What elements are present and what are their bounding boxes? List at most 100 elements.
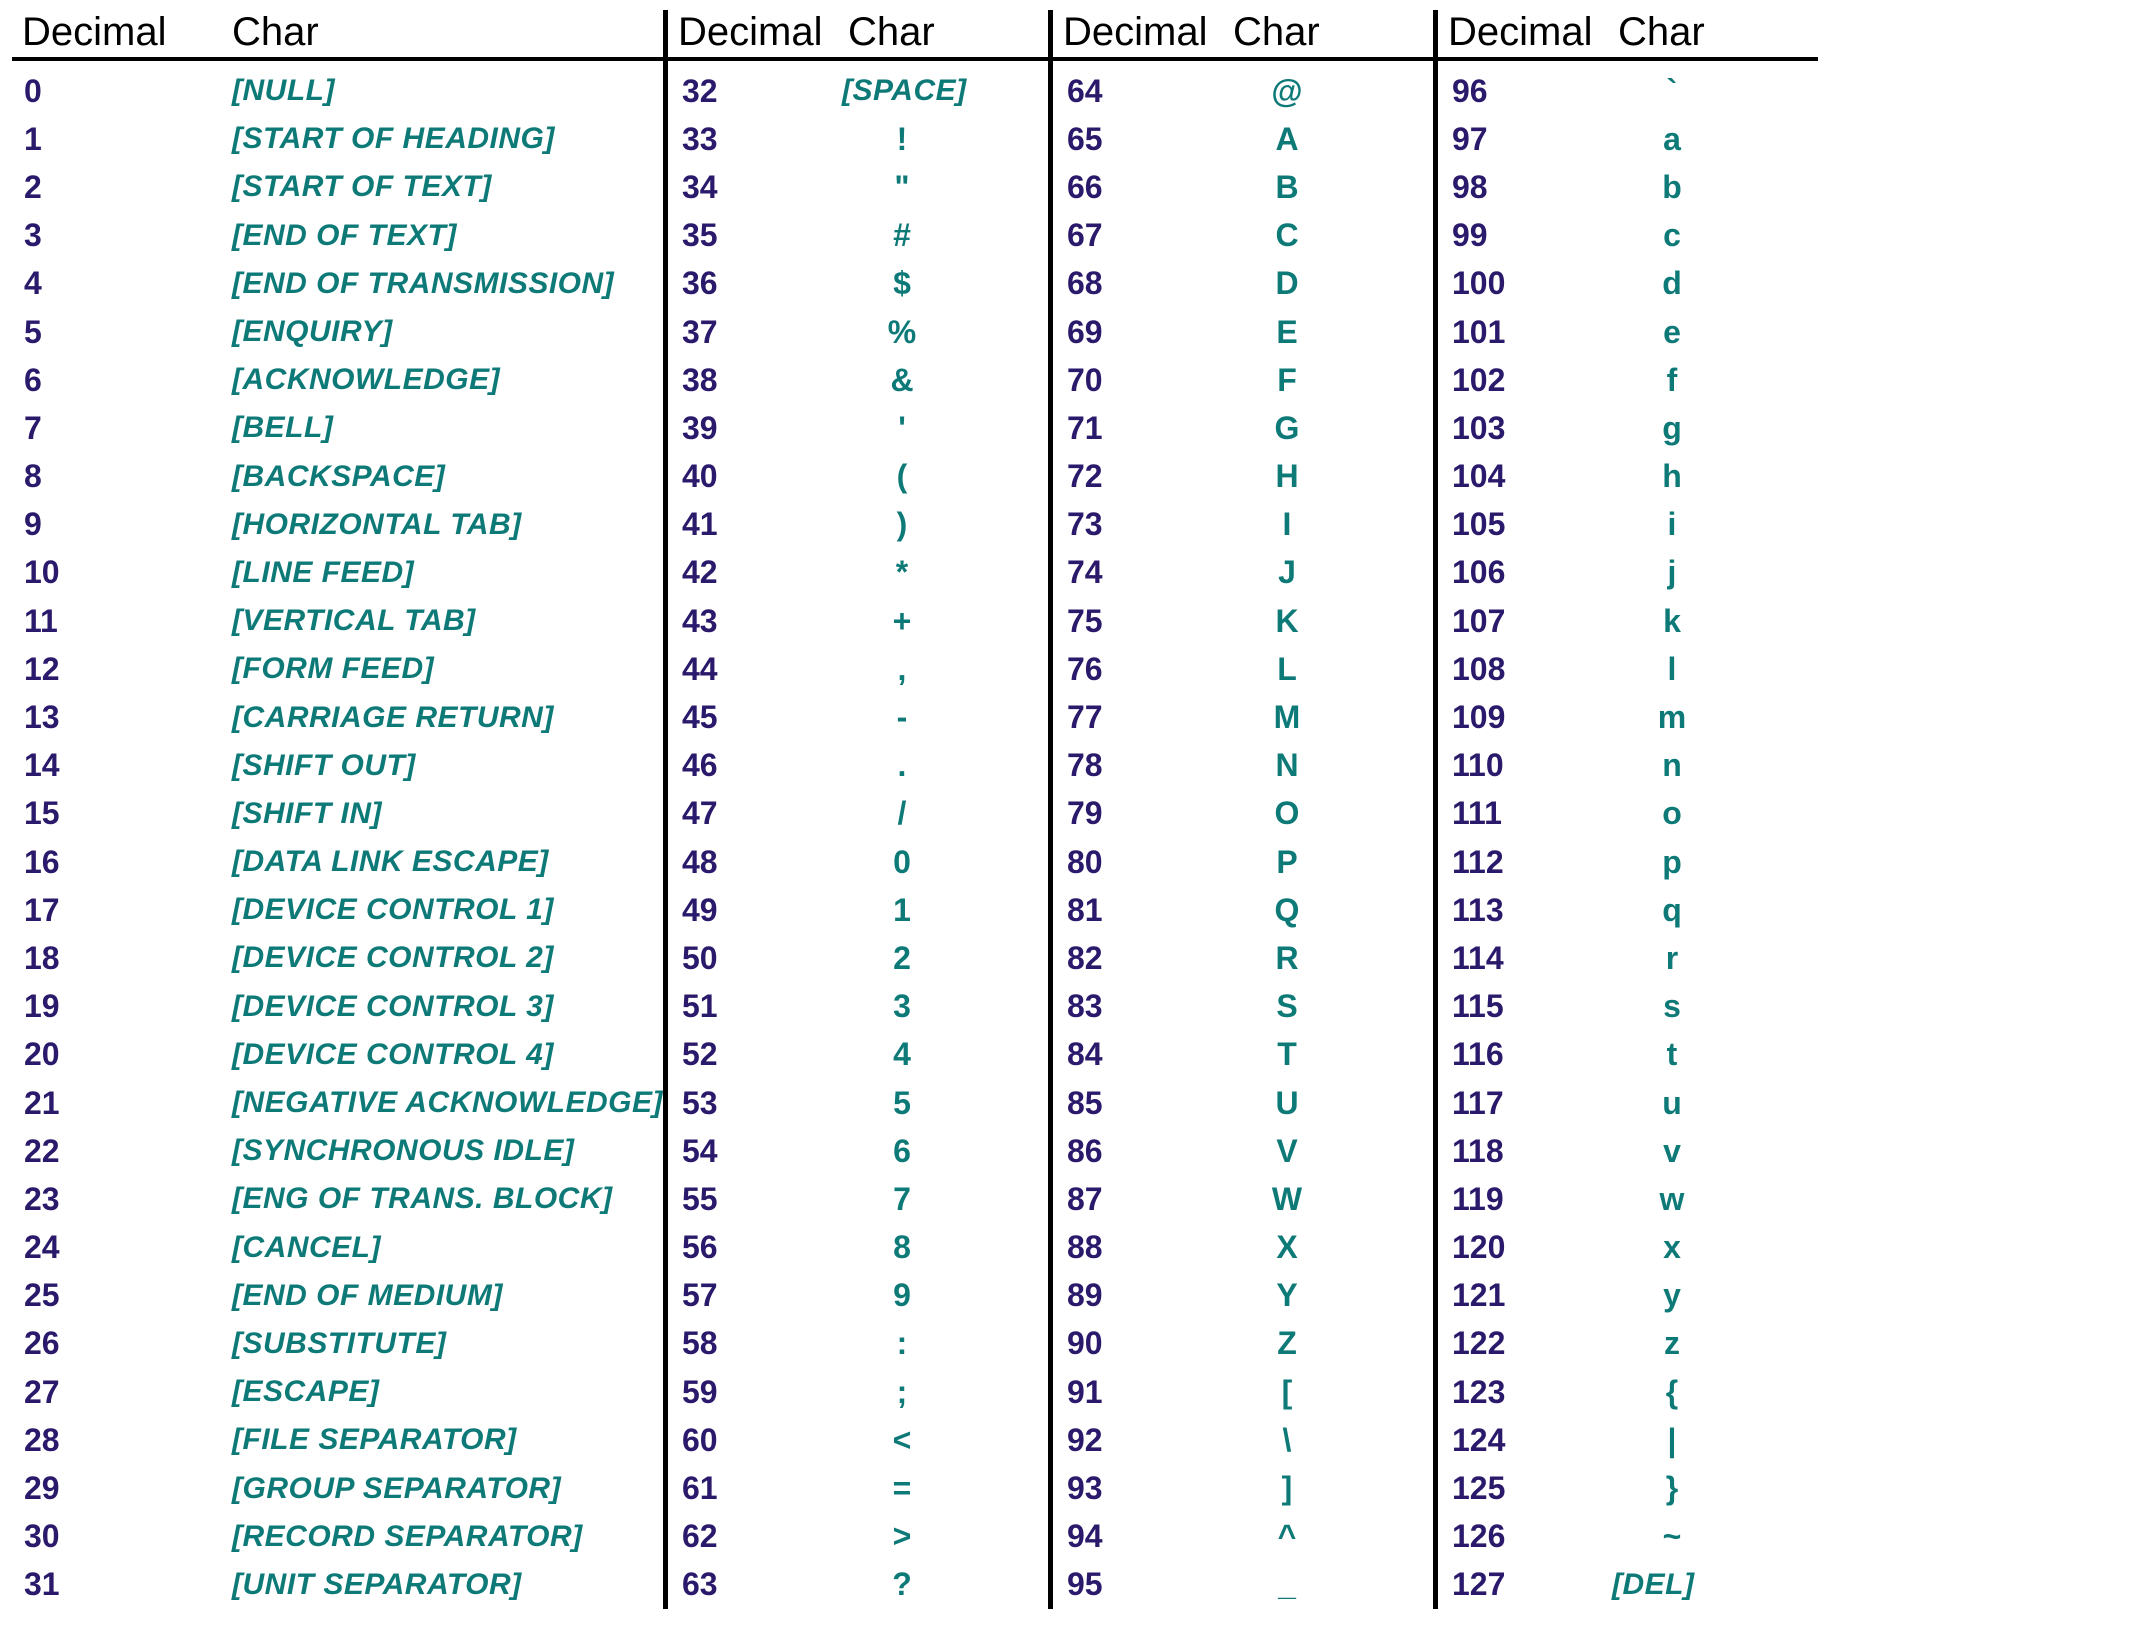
char-cell: . (842, 747, 962, 784)
table-row: 15[SHIFT IN] (24, 790, 663, 838)
char-cell: , (842, 651, 962, 688)
char-cell: z (1612, 1325, 1732, 1362)
column-body: 64@65A66B67C68D69E70F71G72H73I74J75K76L7… (1053, 67, 1433, 1609)
decimal-cell: 31 (24, 1566, 232, 1603)
char-cell-special: [DATA LINK ESCAPE] (232, 845, 549, 879)
table-row: 21[NEGATIVE ACKNOWLEDGE] (24, 1079, 663, 1127)
char-cell-special: [END OF MEDIUM] (232, 1279, 503, 1313)
decimal-cell: 29 (24, 1470, 232, 1507)
char-cell: ' (842, 410, 962, 447)
table-row: 568 (682, 1224, 1048, 1272)
decimal-cell: 63 (682, 1566, 842, 1603)
char-cell: L (1227, 651, 1347, 688)
char-cell: ` (1612, 73, 1732, 110)
table-row: 29[GROUP SEPARATOR] (24, 1464, 663, 1512)
char-cell-special: [BELL] (232, 411, 333, 445)
char-cell: \ (1227, 1422, 1347, 1459)
table-row: 42* (682, 549, 1048, 597)
decimal-cell: 34 (682, 169, 842, 206)
decimal-cell: 88 (1067, 1229, 1227, 1266)
decimal-cell: 22 (24, 1133, 232, 1170)
table-row: 106j (1452, 549, 1818, 597)
char-cell: ^ (1227, 1518, 1347, 1555)
table-row: 117u (1452, 1079, 1818, 1127)
char-cell: d (1612, 265, 1732, 302)
char-cell: > (842, 1518, 962, 1555)
decimal-cell: 124 (1452, 1422, 1612, 1459)
decimal-cell: 82 (1067, 940, 1227, 977)
decimal-cell: 36 (682, 265, 842, 302)
char-cell-special: [SHIFT OUT] (232, 749, 416, 783)
char-cell: 5 (842, 1085, 962, 1122)
decimal-cell: 99 (1452, 217, 1612, 254)
decimal-cell: 123 (1452, 1374, 1612, 1411)
char-cell-special: [START OF TEXT] (232, 170, 492, 204)
decimal-cell: 58 (682, 1325, 842, 1362)
table-row: 46. (682, 742, 1048, 790)
table-row: 92\ (1067, 1416, 1433, 1464)
table-row: 20[DEVICE CONTROL 4] (24, 1031, 663, 1079)
char-cell: + (842, 603, 962, 640)
char-cell: M (1227, 699, 1347, 736)
char-cell: W (1227, 1181, 1347, 1218)
table-row: 68D (1067, 260, 1433, 308)
decimal-cell: 97 (1452, 121, 1612, 158)
table-row: 98b (1452, 163, 1818, 211)
decimal-cell: 85 (1067, 1085, 1227, 1122)
decimal-cell: 15 (24, 795, 232, 832)
decimal-cell: 50 (682, 940, 842, 977)
char-cell: e (1612, 314, 1732, 351)
decimal-cell: 103 (1452, 410, 1612, 447)
header-rule (1053, 57, 1433, 61)
ascii-table-page: DecimalChar0[NULL]1[START OF HEADING]2[S… (0, 0, 2129, 1629)
char-cell: B (1227, 169, 1347, 206)
table-row: 78N (1067, 742, 1433, 790)
char-cell: q (1612, 892, 1732, 929)
table-row: 108l (1452, 645, 1818, 693)
table-row: 73I (1067, 501, 1433, 549)
decimal-cell: 126 (1452, 1518, 1612, 1555)
decimal-cell: 2 (24, 169, 232, 206)
decimal-cell: 108 (1452, 651, 1612, 688)
table-row: 26[SUBSTITUTE] (24, 1320, 663, 1368)
char-cell: @ (1227, 73, 1347, 110)
table-row: 513 (682, 983, 1048, 1031)
column-header: DecimalChar (1438, 10, 1818, 57)
table-row: 63? (682, 1561, 1048, 1609)
char-cell: % (842, 314, 962, 351)
char-cell: w (1612, 1181, 1732, 1218)
char-cell-special: [DEVICE CONTROL 1] (232, 893, 554, 927)
char-cell: o (1612, 795, 1732, 832)
decimal-cell: 112 (1452, 844, 1612, 881)
char-cell: 2 (842, 940, 962, 977)
table-row: 35# (682, 212, 1048, 260)
table-row: 61= (682, 1464, 1048, 1512)
decimal-cell: 120 (1452, 1229, 1612, 1266)
table-row: 80P (1067, 838, 1433, 886)
table-row: 4[END OF TRANSMISSION] (24, 260, 663, 308)
char-cell-special: [ESCAPE] (232, 1375, 379, 1409)
char-cell-special: [END OF TRANSMISSION] (232, 267, 614, 301)
table-row: 82R (1067, 934, 1433, 982)
table-row: 28[FILE SEPARATOR] (24, 1416, 663, 1464)
table-row: 9[HORIZONTAL TAB] (24, 501, 663, 549)
char-cell: 1 (842, 892, 962, 929)
decimal-cell: 59 (682, 1374, 842, 1411)
table-row: 27[ESCAPE] (24, 1368, 663, 1416)
decimal-cell: 73 (1067, 506, 1227, 543)
table-row: 41) (682, 501, 1048, 549)
char-cell: $ (842, 265, 962, 302)
column-header: DecimalChar (1053, 10, 1433, 57)
char-cell: X (1227, 1229, 1347, 1266)
header-rule (1438, 57, 1818, 61)
table-row: 74J (1067, 549, 1433, 597)
decimal-cell: 117 (1452, 1085, 1612, 1122)
decimal-cell: 67 (1067, 217, 1227, 254)
char-cell: ] (1227, 1470, 1347, 1507)
char-cell: 0 (842, 844, 962, 881)
decimal-cell: 71 (1067, 410, 1227, 447)
decimal-cell: 119 (1452, 1181, 1612, 1218)
char-cell: " (842, 169, 962, 206)
char-cell: H (1227, 458, 1347, 495)
char-cell: Z (1227, 1325, 1347, 1362)
